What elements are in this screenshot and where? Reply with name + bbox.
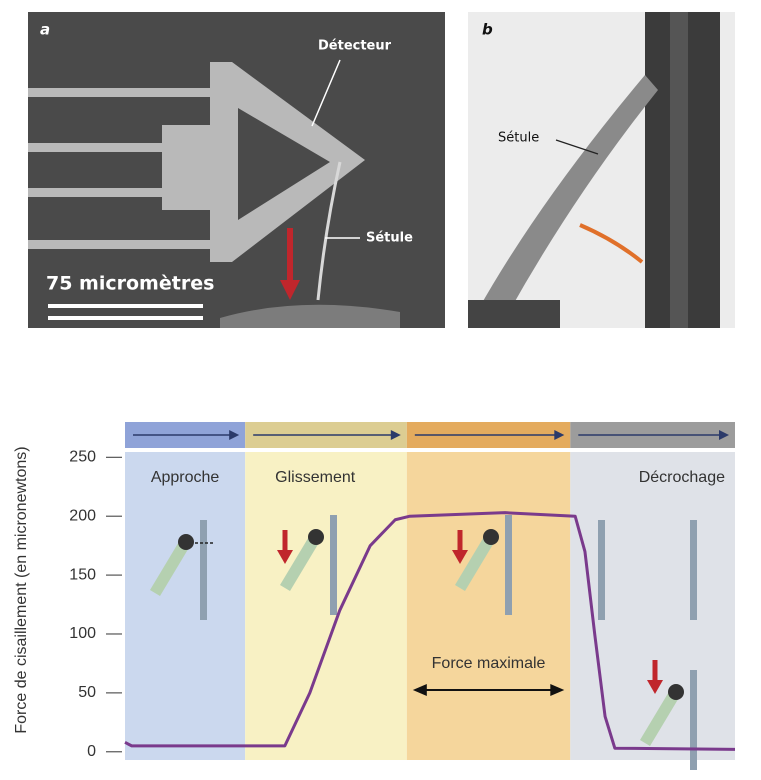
red-arrowhead xyxy=(452,550,468,564)
pictogram-tip xyxy=(668,684,684,700)
scale-label: 75 micromètres xyxy=(46,273,214,295)
annotation-arrowhead xyxy=(550,684,565,696)
pictogram-setule xyxy=(150,540,190,596)
chart: Approche Glissement Décrochage 0 50 100 150 200… xyxy=(69,422,736,770)
panel-letter: a xyxy=(40,21,50,39)
phase-label: Glissement xyxy=(275,469,356,486)
pictogram-wall xyxy=(598,520,605,620)
pictogram-setule xyxy=(640,690,680,746)
phase-label: Approche xyxy=(151,469,220,486)
pictogram-tip xyxy=(483,529,499,545)
y-tick-label: 250 xyxy=(69,449,96,466)
pictogram-wall xyxy=(690,520,697,620)
y-tick-label: 0 xyxy=(87,743,96,760)
label: Sétule xyxy=(366,231,413,246)
red-arrowhead xyxy=(647,680,663,694)
phase-arrowhead xyxy=(229,430,240,440)
phase-arrowhead xyxy=(390,430,401,440)
annotation: Force maximale xyxy=(432,655,546,672)
pictogram-wall xyxy=(330,515,337,615)
y-tick-label: 100 xyxy=(69,625,96,642)
pictogram-tip xyxy=(178,534,194,550)
phase-band xyxy=(125,452,246,760)
y-tick-label: 150 xyxy=(69,566,96,583)
panel-b: b Sétule xyxy=(468,12,735,328)
label: Sétule xyxy=(498,131,539,146)
pictogram-setule xyxy=(280,535,320,591)
y-axis-label: Force de cisaillement (en micronewtons) xyxy=(13,446,30,733)
phase-label: Décrochage xyxy=(639,469,725,486)
phase-arrowhead xyxy=(719,430,729,440)
data-line xyxy=(124,511,736,751)
pictogram-wall xyxy=(505,515,512,615)
y-tick-label: 200 xyxy=(69,507,96,524)
red-arrowhead xyxy=(277,550,293,564)
panel-letter: b xyxy=(482,21,493,39)
phase-band xyxy=(406,452,571,760)
pictogram-wall xyxy=(690,670,697,770)
probe xyxy=(28,62,365,262)
phase-arrowhead xyxy=(554,430,565,440)
annotation-arrowhead xyxy=(412,684,427,696)
label: Détecteur xyxy=(318,39,392,54)
phase-band xyxy=(245,452,407,760)
panel-a: a Détecteur Sétule 75 micromètres xyxy=(28,12,445,328)
pictogram-setule xyxy=(455,535,495,591)
y-tick-label: 50 xyxy=(78,684,96,701)
phase-band xyxy=(570,452,735,760)
pictogram-wall xyxy=(200,520,207,620)
pictogram-tip xyxy=(308,529,324,545)
